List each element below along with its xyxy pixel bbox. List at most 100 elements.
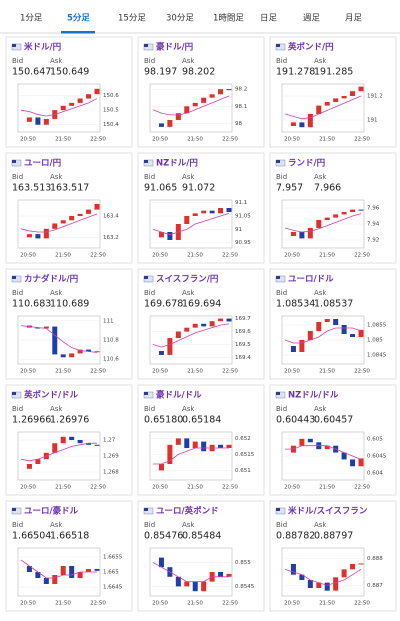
bid-value: 0.88782	[276, 531, 315, 542]
x-tick-label: 22:50	[354, 369, 370, 375]
y-tick-label: 90.95	[235, 240, 251, 246]
tab[interactable]: 1時間足	[213, 14, 244, 24]
x-tick-label: 22:50	[222, 601, 238, 607]
candle	[192, 323, 198, 328]
x-tick-label: 21:50	[319, 137, 335, 143]
x-tick-label: 22:50	[354, 137, 370, 143]
pair-name[interactable]: ユーロ/英ポンド	[156, 506, 219, 517]
candle	[175, 331, 181, 339]
flag-mark	[12, 160, 16, 163]
pair-name[interactable]: 豪ドル/ドル	[156, 390, 202, 401]
x-tick-label: 21:50	[187, 485, 203, 491]
candle	[158, 232, 164, 238]
candle	[94, 569, 100, 571]
bid-value: 110.683	[12, 299, 51, 310]
pair-name[interactable]: 米ドル/円	[24, 42, 61, 53]
candle	[60, 436, 66, 444]
candle	[167, 444, 173, 464]
bid-value: 163.513	[12, 183, 51, 194]
tab[interactable]: 月足	[345, 14, 363, 24]
x-tick-label: 22:50	[222, 369, 238, 375]
bid-label: Bid	[12, 289, 23, 297]
ask-value: 163.517	[50, 183, 89, 194]
flag-mark	[12, 392, 16, 395]
pair-name[interactable]: 英ポンド/ドル	[23, 390, 79, 401]
tab[interactable]: 15分足	[118, 14, 146, 24]
flag-mark	[144, 508, 148, 511]
ask-label: Ask	[182, 521, 195, 529]
candle	[167, 338, 173, 355]
pair-name[interactable]: ユーロ/豪ドル	[24, 506, 79, 517]
y-tick-label: 91.05	[235, 214, 251, 220]
tab[interactable]: 日足	[260, 14, 278, 24]
ask-label: Ask	[50, 173, 63, 181]
bid-label: Bid	[144, 405, 155, 413]
candle	[290, 564, 296, 575]
candle	[35, 234, 41, 239]
y-tick-label: 0.6515	[235, 452, 255, 458]
pair-name[interactable]: ユーロ/ドル	[288, 275, 334, 285]
y-tick-label: 1.268	[103, 470, 119, 476]
y-tick-label: 1.0855	[367, 323, 387, 329]
flag-mark	[276, 508, 280, 511]
ask-value: 0.85484	[182, 531, 221, 542]
x-tick-label: 20:50	[152, 601, 168, 607]
x-tick-label: 22:50	[90, 601, 106, 607]
pair-name[interactable]: スイスフラン/円	[156, 275, 218, 285]
candle	[86, 443, 92, 445]
y-tick-label: 169.5	[235, 342, 251, 348]
candle	[350, 91, 356, 96]
pair-name[interactable]: NZドル/円	[156, 159, 198, 169]
pair-name[interactable]: ユーロ/円	[24, 159, 61, 169]
candle	[226, 89, 232, 91]
moving-average	[20, 325, 98, 353]
candle	[86, 349, 92, 352]
candle	[26, 234, 32, 238]
tab[interactable]: 週足	[303, 14, 321, 24]
flag-mark	[12, 508, 16, 511]
pair-name[interactable]: ランド/円	[288, 159, 325, 169]
pair-name[interactable]: 英ポンド/円	[287, 42, 334, 53]
candle	[209, 210, 215, 214]
y-tick-label: 0.887	[367, 583, 383, 589]
pair-name[interactable]: 米ドル/スイスフラン	[288, 506, 368, 517]
ask-value: 98.202	[182, 67, 215, 78]
tab[interactable]: 1分足	[20, 14, 43, 24]
x-tick-label: 20:50	[284, 485, 300, 491]
candle	[158, 351, 164, 355]
y-tick-label: 0.855	[235, 560, 251, 566]
pair-name[interactable]: NZドル/ドル	[288, 391, 339, 401]
candle	[299, 574, 305, 580]
x-tick-label: 22:50	[222, 137, 238, 143]
ask-value: 150.649	[50, 67, 89, 78]
moving-average	[152, 323, 230, 348]
pair-name[interactable]: 豪ドル/円	[156, 42, 193, 53]
candle	[218, 318, 224, 322]
candle	[35, 117, 41, 125]
candle	[316, 105, 322, 114]
candle	[69, 102, 75, 106]
candle	[158, 557, 164, 568]
y-tick-label: 110.8	[103, 338, 119, 344]
candle	[307, 438, 313, 443]
candle	[324, 102, 330, 106]
moving-average	[284, 95, 362, 120]
candle	[69, 216, 75, 221]
candle	[52, 443, 58, 453]
tab[interactable]: 5分足	[67, 13, 90, 24]
moving-average	[20, 213, 98, 233]
flag-mark	[276, 44, 280, 47]
candle	[35, 572, 41, 578]
candle	[184, 327, 190, 332]
x-tick-label: 20:50	[284, 601, 300, 607]
tab[interactable]: 30分足	[166, 14, 194, 24]
candle	[316, 220, 322, 228]
candle	[201, 441, 207, 452]
candle	[158, 464, 164, 471]
bid-label: Bid	[144, 521, 155, 529]
ask-label: Ask	[182, 405, 195, 413]
pair-name[interactable]: カナダドル/円	[24, 274, 78, 285]
y-tick-label: 169.7	[235, 316, 251, 322]
x-tick-label: 22:50	[354, 253, 370, 259]
